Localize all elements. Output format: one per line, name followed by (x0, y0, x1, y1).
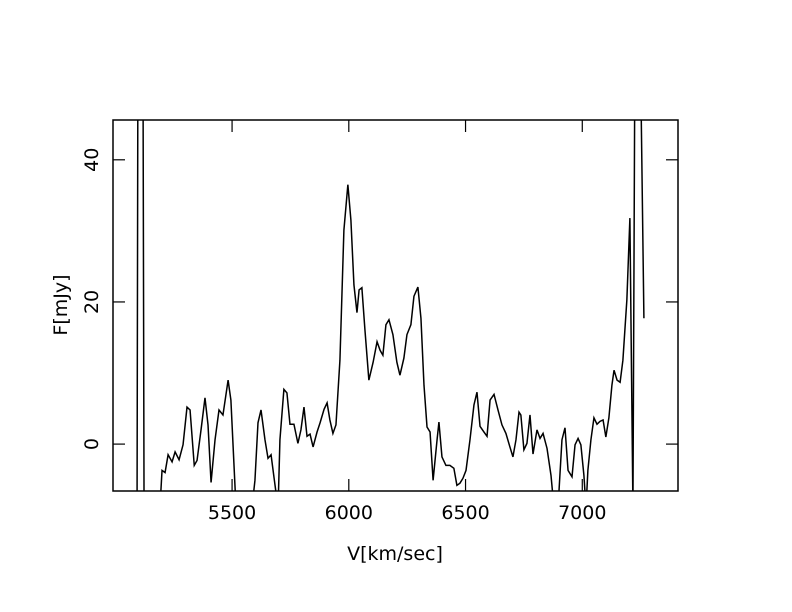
spectrum-line (136, 120, 645, 491)
x-tick-label: 6000 (325, 502, 373, 524)
x-tick-label: 6500 (441, 502, 489, 524)
y-tick-label: 0 (81, 438, 103, 450)
plot-frame (112, 119, 679, 492)
x-tick-label: 5500 (208, 502, 256, 524)
plot-area (136, 120, 645, 491)
x-axis-label: V[km/sec] (347, 543, 443, 565)
y-axis-label: F[mJy] (50, 274, 72, 335)
y-tick-label: 20 (81, 290, 103, 314)
y-tick-label: 40 (81, 148, 103, 172)
x-tick-label: 7000 (558, 502, 606, 524)
